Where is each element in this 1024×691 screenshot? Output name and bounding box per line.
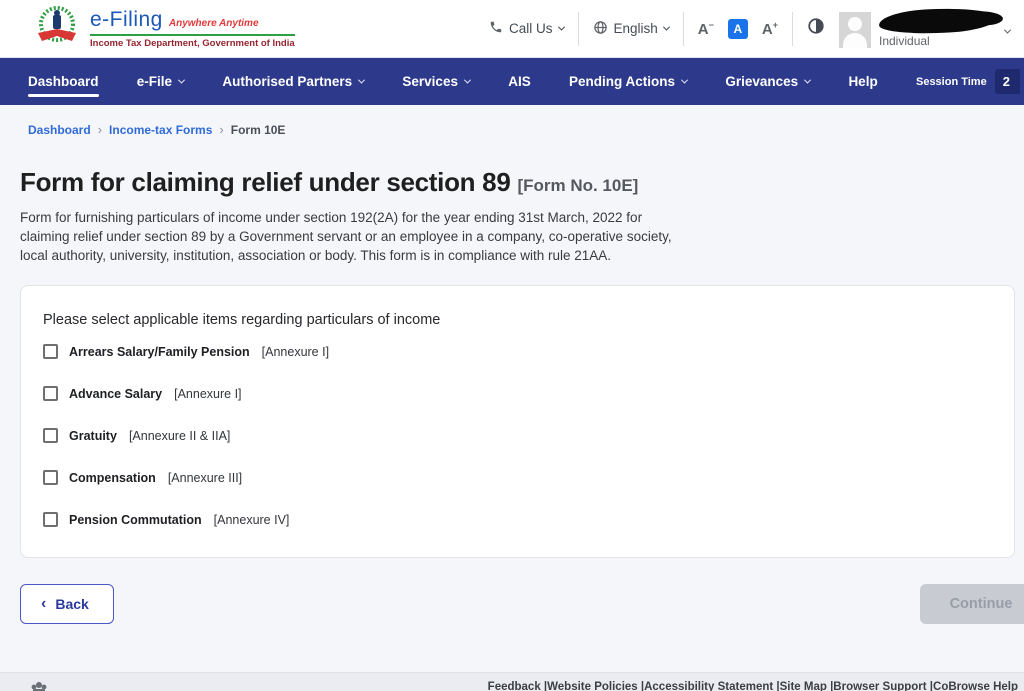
chevron-down-icon (662, 23, 670, 31)
chevron-down-icon (804, 76, 812, 84)
nav-item-ais[interactable]: AIS (508, 74, 531, 89)
nav-item-services[interactable]: Services (402, 60, 472, 103)
option-arrears-salary[interactable]: Arrears Salary/Family Pension [Annexure … (43, 344, 994, 359)
continue-button[interactable]: Continue (920, 584, 1024, 624)
form-number: [Form No. 10E] (517, 176, 639, 195)
font-increase-button[interactable]: A+ (761, 19, 778, 38)
chevron-down-icon (463, 76, 472, 84)
divider (682, 11, 684, 46)
font-default-button[interactable]: A (727, 18, 748, 39)
footer-links[interactable]: Feedback |Website Policies |Accessibilit… (487, 681, 1018, 691)
nav-item-pending-actions[interactable]: Pending Actions (569, 60, 689, 103)
national-emblem-icon (30, 681, 48, 691)
checkbox[interactable] (43, 470, 58, 485)
chevron-down-icon (358, 76, 366, 84)
redacted-user-name (878, 6, 998, 36)
logo-subtitle: Income Tax Department, Government of Ind… (90, 38, 295, 49)
chevron-down-icon (681, 76, 689, 84)
session-time: Session Time 2 (916, 69, 1020, 94)
user-role: Individual (879, 34, 930, 48)
breadcrumb-income-tax-forms[interactable]: Income-tax Forms (109, 122, 213, 137)
selection-prompt: Please select applicable items regarding… (43, 312, 441, 328)
avatar (839, 12, 871, 48)
breadcrumb-dashboard[interactable]: Dashboard (28, 122, 91, 137)
efiling-logo[interactable]: e-Filing Anywhere Anytime Income Tax Dep… (34, 3, 295, 54)
page-description: Form for furnishing particulars of incom… (20, 210, 672, 263)
breadcrumb: Dashboard › Income-tax Forms › Form 10E (0, 105, 1024, 137)
page-title: Form for claiming relief under section 8… (20, 167, 639, 197)
call-us-menu[interactable]: Call Us (489, 20, 565, 37)
particulars-card: Please select applicable items regarding… (20, 285, 1015, 558)
nav-item-dashboard[interactable]: Dashboard (28, 60, 99, 103)
language-menu[interactable]: English (593, 20, 670, 38)
option-advance-salary[interactable]: Advance Salary [Annexure I] (43, 386, 994, 401)
option-pension-commutation[interactable]: Pension Commutation [Annexure IV] (43, 512, 994, 527)
option-gratuity[interactable]: Gratuity [Annexure II & IIA] (43, 428, 994, 443)
nav-item-authorised-partners[interactable]: Authorised Partners (222, 60, 366, 103)
breadcrumb-separator: › (219, 122, 224, 137)
contrast-toggle-icon[interactable] (807, 17, 825, 40)
divider (792, 11, 793, 46)
back-button[interactable]: ‹ Back (20, 584, 114, 624)
user-menu[interactable]: Individual (839, 6, 1012, 48)
chevron-down-icon (557, 23, 565, 31)
logo-title: e-Filing (90, 8, 163, 31)
nav-item-grievances[interactable]: Grievances (725, 60, 812, 103)
nav-item-help[interactable]: Help (848, 74, 878, 89)
breadcrumb-separator: › (97, 122, 103, 137)
font-decrease-button[interactable]: A− (697, 19, 714, 38)
page-footer: Feedback |Website Policies |Accessibilit… (0, 672, 1024, 691)
language-label: English (613, 21, 658, 36)
chevron-down-icon (178, 76, 186, 84)
checkbox[interactable] (43, 512, 58, 527)
chevron-down-icon (1003, 26, 1012, 34)
logo-tagline: Anywhere Anytime (168, 18, 259, 29)
divider (577, 11, 579, 46)
phone-icon (489, 20, 503, 37)
chevron-left-icon: ‹ (41, 595, 47, 612)
session-timer-value: 2 (994, 69, 1020, 94)
option-compensation[interactable]: Compensation [Annexure III] (43, 470, 994, 485)
main-nav: Dashboard e-File Authorised Partners Ser… (0, 58, 1024, 105)
checkbox[interactable] (43, 386, 58, 401)
call-us-label: Call Us (508, 21, 553, 36)
checkbox[interactable] (43, 344, 58, 359)
nav-item-e-file[interactable]: e-File (137, 60, 186, 103)
globe-icon (593, 20, 608, 38)
breadcrumb-current: Form 10E (230, 122, 286, 137)
main-content: Form for claiming relief under section 8… (0, 167, 1024, 624)
app-header: e-Filing Anywhere Anytime Income Tax Dep… (0, 0, 1024, 58)
checkbox[interactable] (43, 428, 58, 443)
income-tax-emblem-icon (34, 3, 80, 54)
